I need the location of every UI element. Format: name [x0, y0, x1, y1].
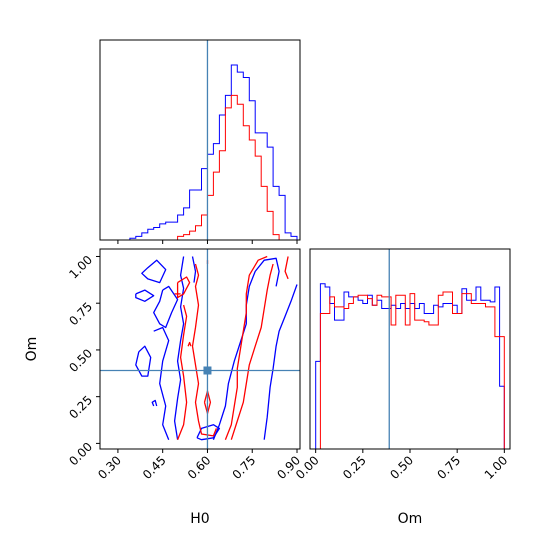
om-hist-xtick-label: 0.75 [434, 453, 463, 482]
om-hist-xtick-label: 1.00 [482, 453, 511, 482]
om-hist-xtick-label: 0.25 [340, 453, 369, 482]
joint-frame [99, 248, 301, 450]
joint-ytick-label: 0.25 [66, 393, 95, 422]
joint-ytick-label: 0.00 [66, 440, 95, 469]
blue-contour [153, 285, 179, 329]
om-hist-frame [309, 248, 511, 450]
joint-ytick-label: 1.00 [66, 253, 95, 282]
blue-contour [173, 256, 185, 440]
om-hist-axis-label: Om [398, 511, 423, 527]
h0-om-contour-panel: 0.30 0.45 0.60 0.75 0.900.000.250.500.751.00… [24, 248, 303, 527]
joint-plot-area [100, 249, 300, 449]
red-contour [187, 341, 192, 347]
blue-contour [135, 289, 155, 302]
red-contour [203, 390, 212, 415]
h0-hist-blue-series [100, 64, 300, 240]
blue-contour [153, 326, 170, 440]
blue-contour [151, 399, 158, 407]
joint-xtick-label: 0.75 [230, 453, 259, 482]
red-contour [176, 276, 191, 299]
red-contour [176, 304, 188, 440]
om-hist-plot-area [310, 249, 510, 449]
red-contour [224, 255, 268, 440]
h0-histogram-panel [99, 39, 301, 244]
truth-marker [203, 366, 212, 375]
blue-contour [212, 257, 280, 440]
om-hist-red-series [310, 291, 510, 449]
h0-hist-red-series [100, 94, 300, 240]
om-hist-xtick-label: 0.50 [387, 453, 416, 482]
red-contour [230, 263, 274, 440]
red-contour [191, 263, 218, 437]
joint-xtick-label: 0.60 [185, 453, 214, 482]
h0-axis-label: H0 [190, 511, 209, 527]
blue-contour [263, 284, 298, 440]
blue-contour [196, 424, 221, 441]
joint-xtick-label: 0.30 [95, 453, 124, 482]
blue-contour [141, 259, 167, 284]
red-contour [284, 256, 289, 280]
blue-contour [135, 345, 152, 377]
h0-hist-frame [99, 39, 301, 241]
om-axis-label: Om [24, 337, 40, 362]
joint-xtick-label: 0.45 [140, 453, 169, 482]
joint-ytick-label: 0.50 [66, 346, 95, 375]
joint-ytick-label: 0.75 [66, 299, 95, 328]
h0-hist-plot-area [100, 40, 300, 240]
blue-contour [191, 256, 197, 283]
